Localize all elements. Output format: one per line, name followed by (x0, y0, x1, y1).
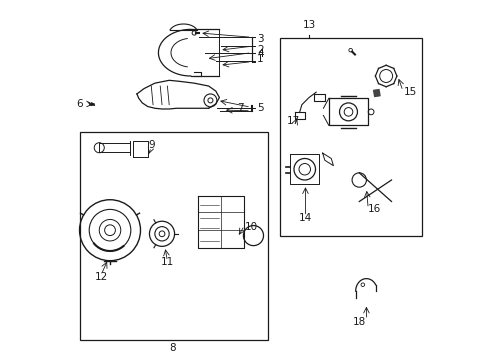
Text: 16: 16 (367, 204, 381, 215)
Text: 18: 18 (352, 317, 365, 327)
Text: 4: 4 (257, 49, 263, 59)
Bar (80, 132, 267, 339)
Text: 3: 3 (257, 35, 263, 44)
Text: 12: 12 (94, 272, 107, 282)
Text: 8: 8 (169, 343, 176, 353)
Text: 2: 2 (257, 45, 263, 55)
Polygon shape (373, 90, 379, 96)
Text: 17: 17 (286, 116, 300, 126)
Text: 15: 15 (403, 87, 416, 97)
Circle shape (207, 98, 212, 103)
Text: 9: 9 (148, 140, 154, 150)
Text: 14: 14 (298, 213, 311, 222)
Text: 10: 10 (244, 222, 257, 231)
Bar (280, 39, 421, 235)
Text: 6: 6 (76, 99, 82, 109)
Text: 11: 11 (161, 257, 174, 267)
Text: 7: 7 (237, 103, 244, 113)
Text: 5: 5 (257, 103, 263, 113)
Text: 1: 1 (257, 54, 263, 64)
Text: 13: 13 (302, 20, 315, 30)
